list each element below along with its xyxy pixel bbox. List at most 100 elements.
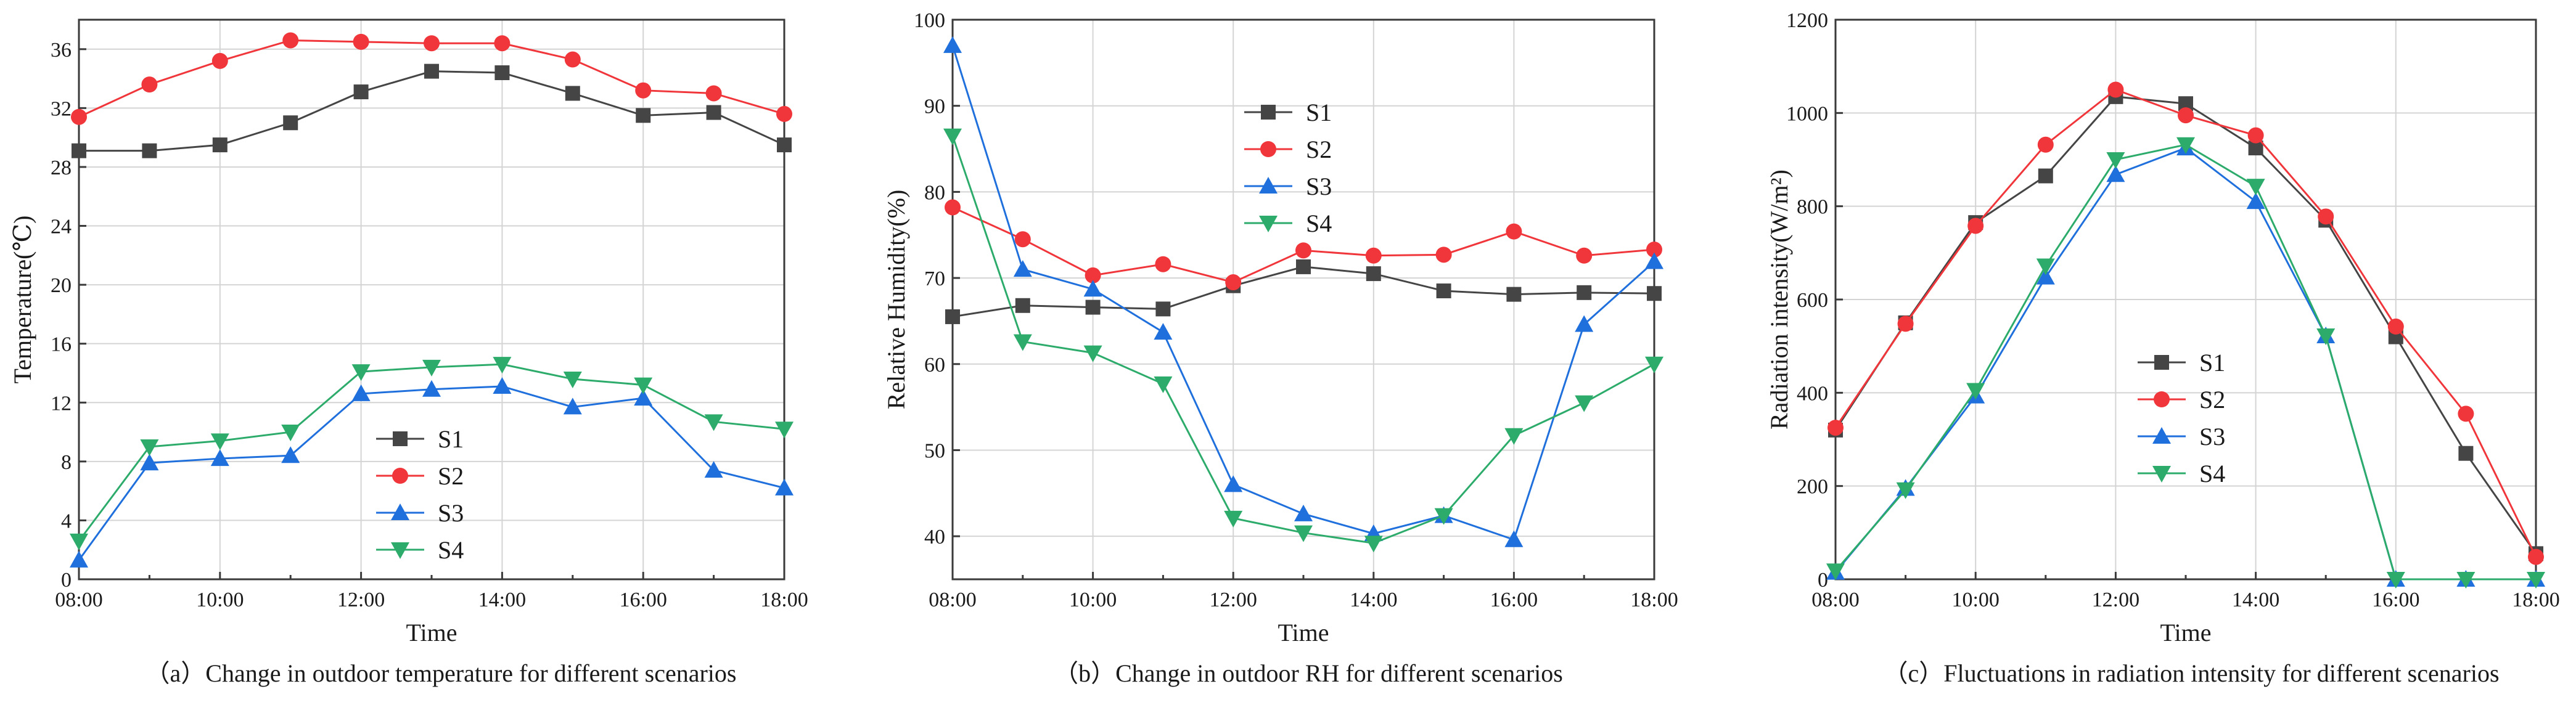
series-s1	[1828, 89, 2543, 561]
data-point	[1083, 280, 1102, 297]
x-tick-label: 10:00	[196, 589, 244, 611]
legend-label: S3	[438, 499, 464, 527]
data-point	[2458, 405, 2474, 422]
plot-frame	[78, 18, 786, 581]
legend-item-s2: S2	[376, 462, 464, 490]
legend-label: S2	[1306, 136, 1332, 163]
legend-label: S1	[2199, 349, 2225, 377]
legend-item-s2: S2	[2138, 386, 2225, 414]
data-point	[943, 36, 962, 53]
x-axis: 08:00 10:00 12:00 14:00 16:00 18:00	[1811, 572, 2560, 611]
series-s2-line	[1834, 88, 2537, 558]
data-point	[1435, 247, 1452, 263]
x-tick-label: 14:00	[2232, 589, 2279, 611]
data-point	[704, 461, 723, 478]
data-point	[1225, 274, 1242, 291]
y-tick-label: 0	[61, 569, 72, 592]
data-point	[706, 105, 721, 120]
data-point	[1015, 298, 1030, 313]
data-point	[72, 143, 86, 158]
data-point	[1085, 267, 1101, 283]
legend-label: S4	[438, 536, 464, 564]
y-tick-label: 40	[924, 526, 945, 548]
data-point	[2318, 208, 2334, 225]
data-point	[2036, 267, 2055, 285]
legend-marker	[392, 468, 408, 484]
data-point	[705, 85, 722, 102]
legend-marker	[2154, 355, 2169, 370]
data-point	[634, 377, 653, 394]
data-point	[945, 199, 961, 216]
chart-b-relative-humidity: 08:00 10:00 12:00 14:00 16:00 18:00 40 50 60 70 80…	[882, 9, 1678, 687]
data-point	[1014, 231, 1031, 248]
data-point	[1506, 223, 1522, 240]
data-point	[210, 449, 229, 467]
legend-item-s3: S3	[376, 499, 464, 527]
legend-item-s1: S1	[376, 425, 464, 453]
y-tick-label: 50	[924, 439, 945, 462]
data-point	[1504, 530, 1524, 547]
legend-marker	[2154, 391, 2170, 407]
data-point	[2106, 165, 2125, 182]
data-point	[1155, 301, 1171, 317]
x-tick-label: 18:00	[1630, 589, 1678, 611]
data-point	[1013, 334, 1032, 351]
x-tick-label: 08:00	[929, 589, 976, 611]
gridlines	[79, 20, 784, 579]
y-tick-label: 32	[51, 97, 72, 120]
x-tick-label: 08:00	[55, 589, 102, 611]
data-point	[2246, 192, 2265, 210]
data-point	[565, 86, 580, 101]
data-point	[210, 433, 229, 450]
y-axis-title: Relative Humidity(%)	[882, 190, 910, 410]
y-tick-label: 20	[51, 274, 72, 297]
legend-item-s4: S4	[376, 536, 464, 564]
data-point	[775, 422, 794, 439]
data-point	[564, 51, 581, 68]
data-point	[1506, 287, 1522, 302]
data-point	[945, 309, 960, 324]
legend: S1 S2 S3 S4	[1244, 99, 1332, 237]
gridlines	[1836, 20, 2536, 579]
data-point	[2038, 168, 2053, 184]
data-point	[776, 105, 792, 122]
data-point	[1646, 241, 1662, 258]
y-tick-label: 28	[51, 157, 72, 179]
data-point	[1575, 315, 1594, 332]
y-tick-label: 60	[924, 354, 945, 377]
legend-item-s4: S4	[1244, 210, 1332, 237]
legend: S1 S2 S3 S4	[2138, 349, 2225, 487]
data-point	[493, 377, 512, 394]
data-point	[70, 550, 88, 568]
x-tick-label: 12:00	[337, 589, 385, 611]
x-tick-label: 16:00	[2372, 589, 2419, 611]
chart-caption: （b）Change in outdoor RH for different sc…	[1054, 659, 1563, 687]
series-s4-line	[951, 136, 1655, 544]
x-tick-label: 18:00	[2512, 589, 2559, 611]
data-point	[281, 446, 300, 463]
legend-marker	[1259, 177, 1278, 194]
data-point	[2247, 127, 2264, 144]
series-s2	[945, 199, 1662, 291]
plot-frame	[951, 18, 1655, 581]
data-point	[1436, 283, 1451, 299]
y-tick-label: 12	[51, 392, 72, 415]
y-tick-label: 800	[1797, 196, 1828, 219]
x-tick-label: 14:00	[478, 589, 526, 611]
data-point	[2458, 446, 2474, 461]
data-point	[353, 33, 369, 50]
data-point	[2037, 136, 2054, 153]
data-point	[2386, 572, 2405, 589]
data-point	[424, 35, 440, 52]
data-point	[351, 364, 371, 381]
gridlines	[953, 20, 1654, 579]
y-tick-label: 80	[924, 181, 945, 204]
y-axis-title: Radiation intensity(W/m²)	[1765, 169, 1793, 430]
x-tick-label: 10:00	[1951, 589, 1999, 611]
legend-item-s4: S4	[2138, 460, 2225, 487]
series-s4	[1826, 137, 2545, 589]
series-s2	[71, 32, 792, 125]
data-point	[635, 82, 652, 99]
data-point	[2178, 107, 2194, 124]
data-point	[2387, 318, 2404, 335]
